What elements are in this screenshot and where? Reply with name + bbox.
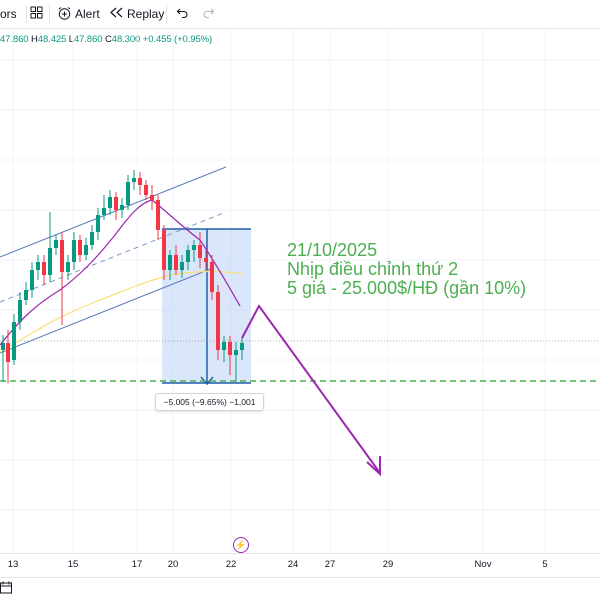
x-axis-label: 20 — [167, 559, 179, 570]
price-chart[interactable] — [0, 28, 600, 553]
candle-up — [186, 250, 190, 262]
candle-up — [1, 343, 5, 350]
candle-down — [156, 200, 160, 230]
candle-down — [60, 240, 64, 272]
measure-label: −5.005 (−9.65%) −1,001 — [155, 393, 264, 411]
annotation-date: 21/10/2025 — [287, 240, 378, 260]
candle-up — [234, 350, 238, 355]
candle-down — [210, 262, 214, 292]
candle-up — [108, 197, 112, 208]
toolbar-divider — [26, 5, 27, 23]
calendar-icon[interactable] — [0, 581, 12, 599]
candle-up — [192, 245, 196, 250]
candle-down — [114, 197, 118, 210]
change-value: +0.455 (+0.95%) — [142, 34, 213, 45]
lightning-icon[interactable]: ⚡ — [233, 537, 249, 553]
chart-grid — [0, 28, 600, 553]
x-axis-label: 22 — [225, 559, 237, 570]
toolbar-divider — [166, 5, 167, 23]
x-axis-label: 24 — [287, 559, 299, 570]
forecast-arrowhead — [366, 456, 381, 477]
candle-up — [240, 343, 244, 350]
annotation-detail: 5 giá - 25.000$/HĐ (gần 10%) — [287, 278, 527, 298]
candle-up — [66, 262, 70, 272]
candle-up — [168, 255, 172, 270]
candle-down — [228, 342, 232, 355]
candle-up — [24, 290, 28, 300]
candle-up — [180, 262, 184, 270]
candle-up — [132, 178, 136, 182]
channel-lower — [0, 267, 214, 354]
channel-middle — [0, 211, 227, 303]
low-value: 47.860 — [73, 34, 103, 45]
candle-up — [48, 248, 52, 275]
close-value: 48.300 — [111, 34, 141, 45]
channel-upper — [0, 166, 227, 258]
candle-down — [6, 343, 10, 362]
candle-up — [72, 240, 76, 262]
fast-ma-line — [0, 199, 241, 346]
candle-down — [150, 195, 154, 200]
candle-down — [198, 245, 202, 258]
open-value: 47.860 — [0, 34, 29, 45]
slow-ma-line — [0, 270, 245, 353]
low-key: L — [68, 34, 74, 45]
candle-up — [30, 270, 34, 290]
time-axis[interactable]: 13 15 17 20 22 24 27 29 Nov 5 — [0, 553, 600, 578]
candle-up — [54, 240, 58, 248]
x-axis-label: 17 — [131, 559, 143, 570]
replay-button[interactable]: Replay — [127, 7, 165, 21]
x-axis-label: 5 — [542, 559, 548, 570]
grid-icon[interactable] — [30, 6, 43, 22]
high-value: 48.425 — [37, 34, 67, 45]
candle-up — [102, 208, 106, 215]
x-axis-label: Nov — [474, 559, 492, 570]
measure-arrow-head — [200, 376, 214, 386]
candle-down — [78, 240, 82, 255]
alert-button[interactable]: Alert — [75, 7, 100, 21]
close-key: C — [105, 34, 112, 45]
candlesticks — [1, 170, 244, 383]
bottom-bar — [0, 577, 600, 601]
candle-up — [36, 262, 40, 270]
candle-up — [18, 300, 22, 322]
x-axis-label: 15 — [67, 559, 79, 570]
undo-icon[interactable] — [176, 6, 189, 22]
toolbar-divider — [49, 5, 50, 23]
x-axis-label: 13 — [7, 559, 19, 570]
forecast-arrow — [241, 304, 381, 474]
indicators-button[interactable]: ors — [0, 7, 17, 21]
candle-down — [144, 185, 148, 195]
x-axis-label: 29 — [382, 559, 394, 570]
high-key: H — [31, 34, 38, 45]
candle-down — [216, 292, 220, 350]
top-toolbar: ors Alert Replay — [0, 0, 600, 29]
candle-down — [42, 262, 46, 275]
redo-icon[interactable] — [202, 6, 215, 22]
ohlc-legend: 47.860 H48.425 L47.860 C48.300 +0.455 (+… — [0, 34, 212, 45]
candle-up — [126, 182, 130, 205]
x-axis-label: 27 — [324, 559, 336, 570]
candle-down — [174, 255, 178, 270]
candle-up — [84, 245, 88, 255]
candle-down — [204, 258, 208, 262]
annotation-title: Nhịp điều chỉnh thứ 2 — [287, 259, 459, 279]
candle-up — [12, 322, 16, 360]
candle-up — [90, 232, 94, 245]
candle-down — [162, 230, 166, 270]
candle-up — [120, 205, 124, 210]
rewind-icon[interactable] — [110, 6, 124, 22]
candle-down — [138, 178, 142, 185]
alarm-plus-icon[interactable] — [57, 6, 72, 24]
candle-up — [96, 215, 100, 232]
candle-up — [222, 342, 226, 350]
